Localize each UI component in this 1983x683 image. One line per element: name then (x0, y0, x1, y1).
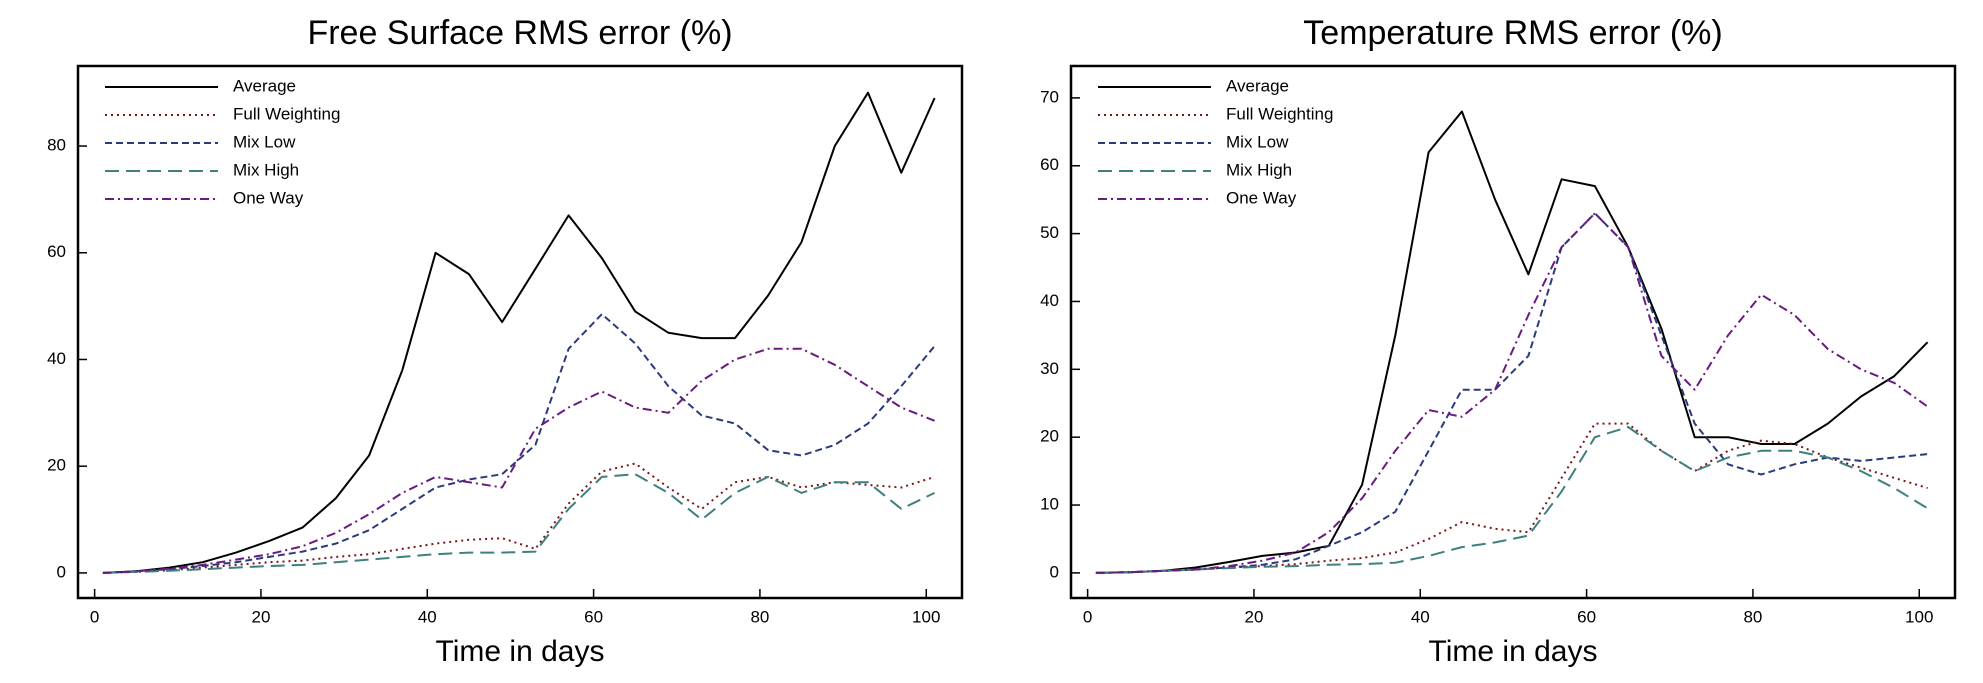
legend-label: One Way (1226, 188, 1297, 207)
y-tick-label: 60 (1040, 155, 1059, 174)
series-line (1095, 426, 1929, 574)
legend-label: Average (1226, 76, 1289, 95)
legend-label: Mix Low (233, 132, 296, 151)
series-line (1095, 212, 1928, 574)
y-tick-label: 60 (47, 242, 66, 261)
y-tick-label: 30 (1040, 359, 1059, 378)
x-tick-label: 40 (418, 607, 437, 626)
x-tick-label: 100 (912, 607, 940, 626)
legend-label: Average (233, 76, 296, 95)
plot-frame (76, 64, 964, 600)
plot-frame (1069, 64, 1957, 600)
x-tick-label: 60 (1577, 607, 1596, 626)
series-line (102, 462, 935, 574)
x-tick-label: 0 (90, 607, 99, 626)
y-tick-label: 80 (47, 136, 66, 155)
x-tick-label: 40 (1411, 607, 1430, 626)
x-tick-label: 60 (584, 607, 603, 626)
y-tick-label: 50 (1040, 223, 1059, 242)
x-tick-label: 20 (1244, 607, 1263, 626)
series-line (1095, 212, 1929, 574)
y-tick-label: 70 (1040, 87, 1059, 106)
y-tick-label: 20 (1040, 427, 1059, 446)
legend-label: Mix High (1226, 160, 1292, 179)
series-line (1095, 110, 1929, 574)
y-tick-label: 20 (47, 456, 66, 475)
y-tick-label: 40 (47, 349, 66, 368)
y-tick-label: 40 (1040, 291, 1059, 310)
legend-label: Mix High (233, 160, 299, 179)
x-tick-label: 80 (1743, 607, 1762, 626)
chart-title: Free Surface RMS error (%) (307, 14, 732, 52)
legend-label: Mix Low (1226, 132, 1289, 151)
series-line (102, 91, 936, 574)
series-line (1095, 422, 1928, 574)
x-tick-label: 20 (251, 607, 270, 626)
x-axis-label: Time in days (1429, 635, 1598, 668)
legend-label: One Way (233, 188, 304, 207)
series-line (102, 473, 936, 574)
y-tick-label: 0 (1050, 562, 1059, 581)
x-tick-label: 100 (1905, 607, 1933, 626)
y-tick-label: 10 (1040, 495, 1059, 514)
series-line (102, 347, 935, 574)
x-tick-label: 0 (1083, 607, 1092, 626)
legend-label: Full Weighting (233, 104, 340, 123)
legend-label: Full Weighting (1226, 104, 1333, 123)
series-line (102, 313, 936, 574)
y-tick-label: 0 (57, 562, 66, 581)
x-tick-label: 80 (750, 607, 769, 626)
chart-title: Temperature RMS error (%) (1303, 14, 1722, 52)
x-axis-label: Time in days (436, 635, 605, 668)
